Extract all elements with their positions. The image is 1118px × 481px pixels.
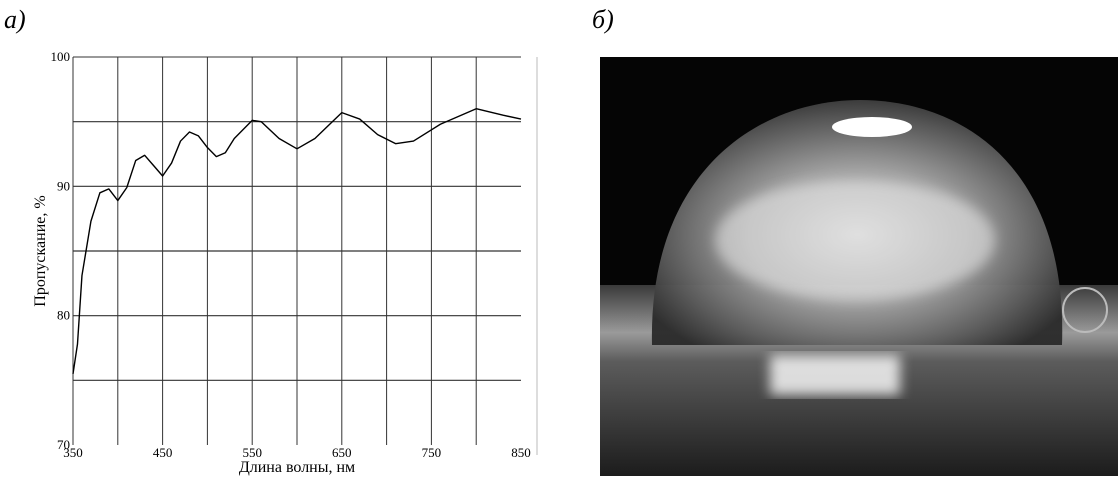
y-axis-title: Пропускание, % [32, 195, 49, 306]
y-tick-label: 90 [57, 178, 70, 193]
reflection [770, 355, 900, 395]
x-tick-label: 450 [153, 445, 173, 460]
small-drop [1062, 287, 1108, 333]
y-tick-label: 80 [57, 308, 70, 323]
y-tick-label: 70 [57, 437, 70, 452]
data-line [72, 108, 522, 374]
x-tick-label: 750 [422, 445, 442, 460]
photo [600, 57, 1118, 476]
y-tick-label: 100 [51, 49, 71, 64]
x-tick-label: 550 [242, 445, 262, 460]
chart: 70 80 90 100 350 450 550 650 750 850 Длина волны, … [32, 49, 538, 476]
panel-label: б) [592, 5, 614, 34]
panel-label: а) [4, 5, 26, 34]
x-tick-label: 350 [63, 445, 83, 460]
droplet-glow [715, 180, 995, 300]
droplet-highlight [832, 117, 912, 137]
x-tick-label: 650 [332, 445, 352, 460]
x-tick-label: 850 [511, 445, 531, 460]
x-axis-title: Длина волны, нм [239, 459, 355, 476]
